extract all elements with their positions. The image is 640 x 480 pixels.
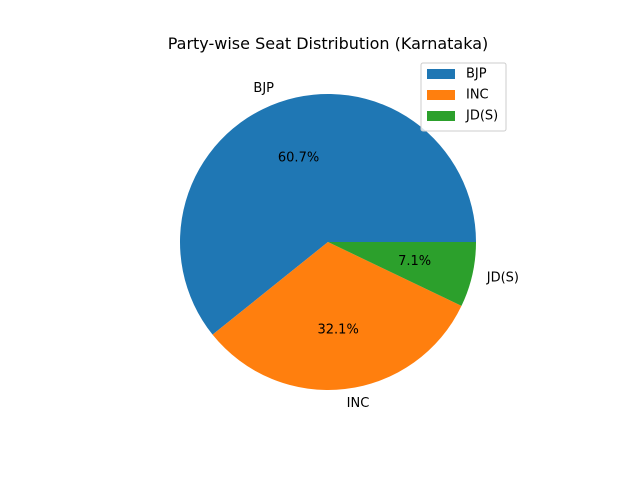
pie-slice-inc [212,242,462,391]
slice-percent-label: 60.7% [278,151,319,166]
slice-percent-label: 32.1% [318,323,359,338]
pie-slice-jds [328,242,476,306]
legend-entry-label: JD(S) [465,109,498,124]
legend: BJP INC JD(S) [420,62,507,132]
chart-title: Party-wise Seat Distribution (Karnataka) [168,34,489,53]
slice-label: JD(S) [486,271,519,286]
pie-labels: BJP 60.7% INC 32.1% JD(S) 7.1% [253,81,519,411]
legend-swatch [427,69,455,79]
slice-percent-label: 7.1% [398,254,431,269]
pie-slice-bjp [180,93,477,335]
legend-swatch [427,90,455,100]
legend-entry-label: BJP [466,67,487,82]
pie-slices [180,93,477,391]
legend-swatch [427,111,455,121]
slice-label: BJP [253,81,274,96]
legend-entry-label: INC [466,88,489,103]
slice-label: INC [347,396,370,411]
